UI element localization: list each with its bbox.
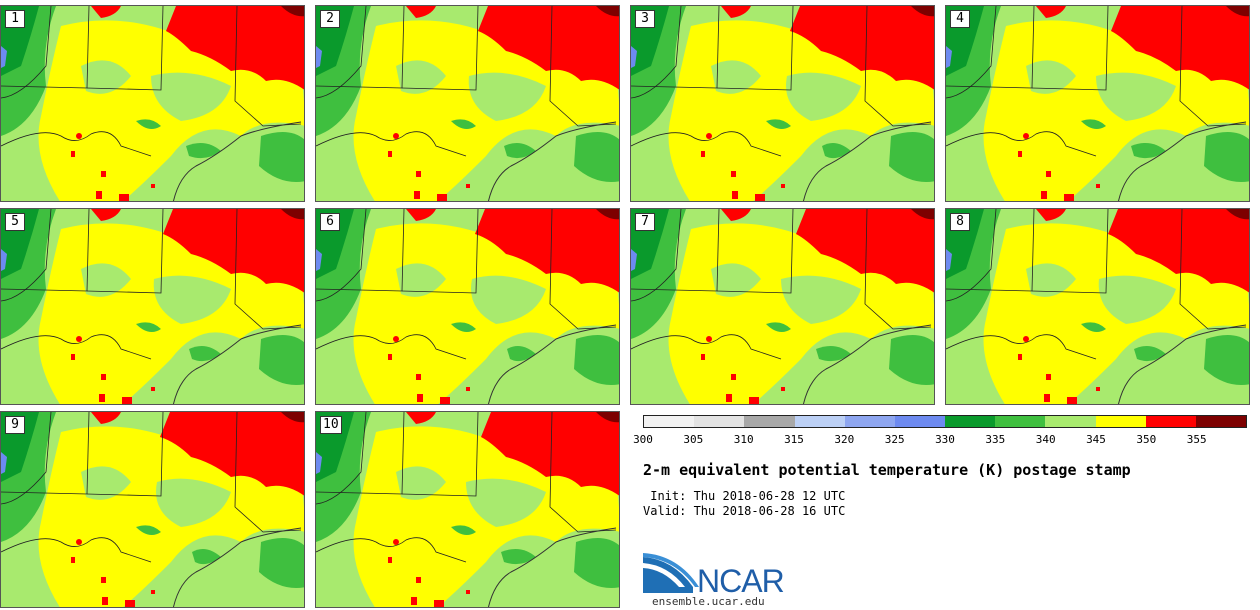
colorbar-segment — [644, 416, 695, 427]
colorbar-tick-label: 325 — [884, 433, 905, 446]
colorbar-tick-label: 300 — [633, 433, 653, 446]
member-label: 5 — [5, 213, 25, 231]
colorbar-segment — [945, 416, 996, 427]
colorbar-tick-label: 355 — [1186, 433, 1207, 446]
map-panel: 1 — [0, 5, 305, 202]
map-panel: 3 — [630, 5, 935, 202]
colorbar-tick-label: 330 — [935, 433, 955, 446]
map-panel: 10 — [315, 411, 620, 608]
ncar-logo-text: NCAR — [697, 563, 784, 595]
map-panel: 4 — [945, 5, 1250, 202]
member-label: 8 — [950, 213, 970, 231]
colorbar — [643, 415, 1247, 428]
member-label: 6 — [320, 213, 340, 231]
member-label: 1 — [5, 10, 25, 28]
colorbar-tick-label: 315 — [784, 433, 804, 446]
colorbar-segment — [1145, 416, 1196, 427]
colorbar-segment — [1095, 416, 1146, 427]
colorbar-segment — [794, 416, 845, 427]
colorbar-segment — [1045, 416, 1096, 427]
ncar-logo: NCAR — [643, 553, 793, 599]
valid-time: Valid: Thu 2018-06-28 16 UTC — [643, 504, 846, 518]
map-panel: 8 — [945, 208, 1250, 405]
colorbar-tick-label: 340 — [1035, 433, 1056, 446]
colorbar-tick-label: 320 — [834, 433, 855, 446]
colorbar-tick-label: 350 — [1136, 433, 1157, 446]
colorbar-segment — [744, 416, 795, 427]
colorbar-tick-label: 305 — [683, 433, 704, 446]
colorbar-ticks: 300 305 310 315 320 325 330 335 340 345 350 355 — [633, 433, 1247, 447]
colorbar-tick-label: 345 — [1086, 433, 1106, 446]
init-time: Init: Thu 2018-06-28 12 UTC — [643, 489, 846, 503]
member-label: 7 — [635, 213, 655, 231]
colorbar-tick-label: 335 — [985, 433, 1006, 446]
map-title: 2-m equivalent potential temperature (K)… — [643, 461, 1131, 479]
map-panel: 2 — [315, 5, 620, 202]
map-panel: 7 — [630, 208, 935, 405]
logo-url: ensemble.ucar.edu — [652, 595, 765, 608]
colorbar-segment — [694, 416, 745, 427]
member-label: 4 — [950, 10, 970, 28]
member-label: 2 — [320, 10, 340, 28]
colorbar-segment — [894, 416, 946, 427]
member-label: 3 — [635, 10, 655, 28]
map-panel: 5 — [0, 208, 305, 405]
map-panel: 6 — [315, 208, 620, 405]
colorbar-segment — [844, 416, 895, 427]
map-panel: 9 — [0, 411, 305, 608]
colorbar-tick-label: 310 — [733, 433, 754, 446]
member-label: 9 — [5, 416, 25, 434]
colorbar-segment — [995, 416, 1046, 427]
member-label: 10 — [320, 416, 342, 434]
colorbar-segment — [1195, 416, 1247, 427]
